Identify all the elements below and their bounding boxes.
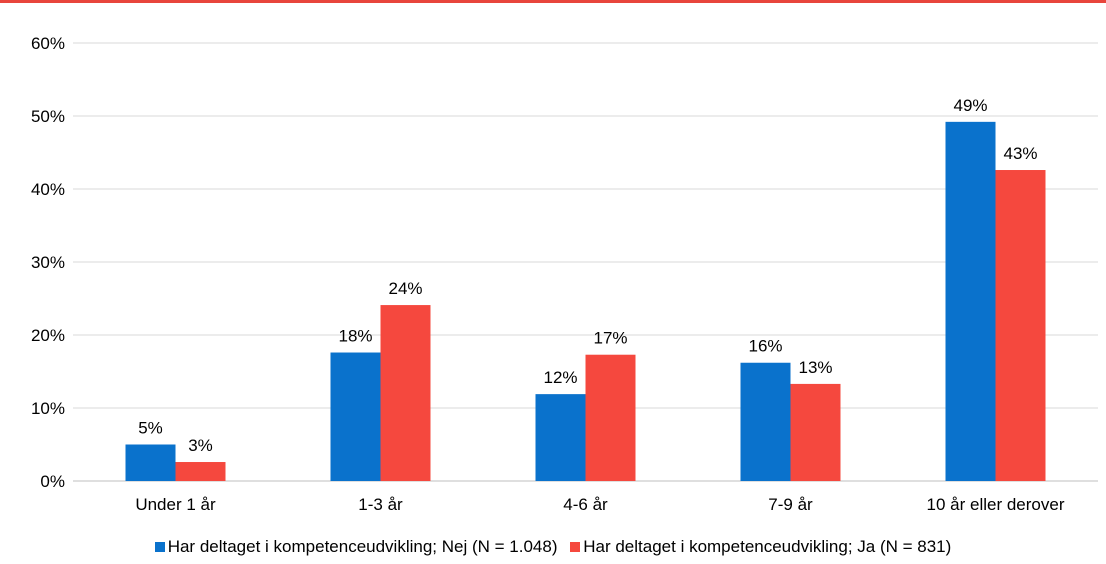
y-tick-label: 50% (31, 107, 65, 126)
data-label: 3% (188, 436, 213, 455)
data-label: 24% (388, 279, 422, 298)
bar-chart: 0% 10% 20% 30% 40% 50% 60% 5% 3% 18% 24% 12% 17% 16%… (31, 34, 1098, 514)
category-label: 1-3 år (358, 495, 403, 514)
y-tick-label: 40% (31, 180, 65, 199)
data-label: 12% (543, 368, 577, 387)
y-tick-label: 20% (31, 326, 65, 345)
y-axis-ticks: 0% 10% 20% 30% 40% 50% 60% (31, 34, 65, 491)
legend-swatch-nej (154, 542, 165, 552)
bar-nej (330, 352, 381, 481)
data-label: 13% (798, 358, 832, 377)
bar-ja (380, 305, 431, 481)
bar-nej (535, 394, 586, 481)
y-tick-label: 60% (31, 34, 65, 53)
data-label: 18% (338, 327, 372, 346)
bar-nej (740, 362, 791, 481)
data-label: 49% (953, 96, 987, 115)
bar-nej (945, 121, 996, 481)
category-label: 10 år eller derover (927, 495, 1065, 514)
y-tick-label: 30% (31, 253, 65, 272)
category-label: 7-9 år (768, 495, 813, 514)
data-labels: 5% 3% 18% 24% 12% 17% 16% 13% 49% 43% (138, 96, 1037, 455)
data-label: 17% (593, 329, 627, 348)
category-label: 4-6 år (563, 495, 608, 514)
category-labels: Under 1 år 1-3 år 4-6 år 7-9 år 10 år eller … (135, 495, 1064, 514)
legend-label-nej: Har deltaget i kompetenceudvikling; Nej … (167, 537, 558, 556)
bar-ja (995, 170, 1046, 481)
top-accent-rule (0, 0, 1106, 3)
legend-label-ja: Har deltaget i kompetenceudvikling; Ja (… (583, 537, 952, 556)
data-label: 5% (138, 419, 163, 438)
bar-ja (175, 462, 226, 481)
bars (125, 121, 1046, 481)
data-label: 16% (748, 337, 782, 356)
legend-item-nej: Har deltaget i kompetenceudvikling; Nej … (154, 537, 558, 557)
gridlines (73, 42, 1098, 482)
bar-nej (125, 444, 176, 481)
bar-ja (585, 354, 636, 481)
legend-swatch-ja (570, 542, 581, 552)
data-label: 43% (1003, 144, 1037, 163)
y-tick-label: 0% (40, 472, 65, 491)
bar-ja (790, 383, 841, 481)
category-label: Under 1 år (135, 495, 216, 514)
y-tick-label: 10% (31, 399, 65, 418)
legend: Har deltaget i kompetenceudvikling; Nej … (0, 537, 1106, 557)
legend-item-ja: Har deltaget i kompetenceudvikling; Ja (… (570, 537, 951, 557)
